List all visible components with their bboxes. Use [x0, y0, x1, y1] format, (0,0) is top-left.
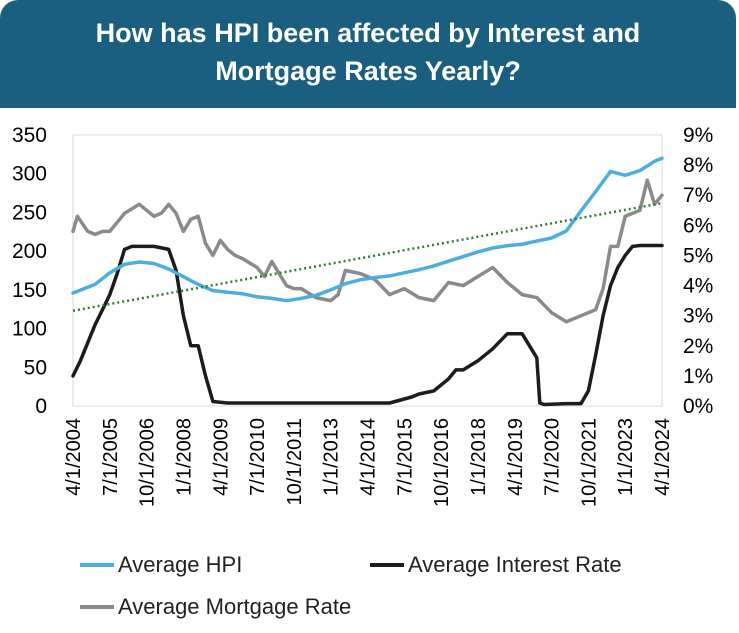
x-tick-label: 4/1/2009	[210, 418, 232, 496]
right-tick-label: 9%	[683, 124, 713, 147]
right-tick-label: 4%	[683, 275, 713, 298]
x-tick-label: 10/1/2006	[137, 418, 159, 507]
legend: Average HPI Average Interest Rate Average …	[80, 552, 622, 619]
x-tick-label: 10/1/2021	[578, 418, 600, 507]
average-interest-rate-line	[71, 243, 664, 407]
legend-label: Average Mortgage Rate	[118, 594, 351, 619]
legend-item-average-mortgage-rate: Average Mortgage Rate	[80, 594, 351, 619]
legend-label: Average Interest Rate	[408, 552, 622, 577]
right-tick-label: 6%	[683, 214, 713, 237]
x-tick-label: 1/1/2023	[615, 418, 637, 496]
x-tick-label: 4/1/2004	[63, 418, 85, 496]
right-tick-label: 5%	[683, 244, 713, 267]
x-tick-label: 10/1/2011	[284, 418, 306, 506]
x-tick-label: 10/1/2016	[431, 418, 453, 507]
right-tick-label: 2%	[683, 335, 713, 358]
average-hpi-line	[71, 156, 664, 303]
right-tick-label: 7%	[683, 184, 713, 207]
right-tick-label: 1%	[683, 365, 713, 388]
left-tick-label: 300	[12, 163, 47, 186]
left-tick-label: 250	[12, 201, 47, 224]
title-banner: How has HPI been affected by Interest an…	[0, 0, 736, 108]
right-tick-label: 0%	[683, 395, 713, 418]
x-axis: 4/1/2004 7/1/2005 10/1/2006 1/1/2008 4/1/200…	[63, 418, 674, 507]
legend-item-average-interest-rate: Average Interest Rate	[370, 552, 622, 577]
right-tick-label: 3%	[683, 305, 713, 328]
series-layer	[71, 156, 664, 407]
legend-label: Average HPI	[118, 552, 242, 577]
left-tick-label: 150	[12, 279, 47, 302]
x-tick-label: 7/1/2005	[100, 418, 122, 496]
left-tick-label: 100	[12, 318, 47, 341]
x-tick-label: 4/1/2014	[358, 418, 380, 496]
left-tick-label: 200	[12, 240, 47, 263]
chart-title: How has HPI been affected by Interest an…	[0, 14, 736, 90]
right-tick-label: 8%	[683, 154, 713, 177]
x-tick-label: 1/1/2018	[468, 418, 490, 496]
x-tick-label: 1/1/2008	[173, 418, 195, 496]
plot-area	[72, 134, 663, 407]
x-tick-label: 7/1/2020	[542, 418, 564, 496]
left-axis: 0 50 100 150 200 250 300 350	[12, 124, 47, 418]
legend-item-average-hpi: Average HPI	[80, 552, 242, 577]
left-tick-label: 50	[24, 356, 47, 379]
chart-title-line-2: Mortgage Rates Yearly?	[215, 56, 521, 86]
x-tick-label: 4/1/2019	[505, 418, 527, 496]
x-tick-label: 4/1/2024	[652, 418, 674, 496]
right-axis: 0% 1% 2% 3% 4% 5% 6% 7% 8% 9%	[683, 124, 713, 418]
average-mortgage-rate-line	[71, 178, 664, 324]
left-tick-label: 350	[12, 124, 47, 147]
x-tick-label: 7/1/2010	[247, 418, 269, 496]
x-tick-label: 7/1/2015	[394, 418, 416, 496]
left-tick-label: 0	[35, 395, 47, 418]
chart-title-line-1: How has HPI been affected by Interest an…	[95, 18, 641, 48]
x-tick-label: 1/1/2013	[321, 418, 343, 496]
